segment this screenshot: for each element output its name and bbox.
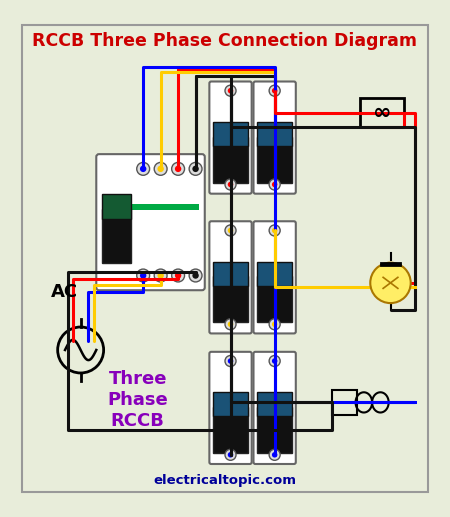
- FancyBboxPatch shape: [209, 82, 252, 194]
- Bar: [213, 407, 248, 453]
- Bar: [257, 133, 292, 139]
- Circle shape: [225, 85, 236, 96]
- Bar: [102, 209, 131, 263]
- FancyBboxPatch shape: [209, 352, 252, 464]
- Bar: [213, 392, 248, 416]
- Circle shape: [269, 449, 280, 460]
- Circle shape: [225, 318, 236, 330]
- Text: RCCB Three Phase Connection Diagram: RCCB Three Phase Connection Diagram: [32, 32, 418, 50]
- Circle shape: [225, 225, 236, 236]
- Circle shape: [269, 179, 280, 190]
- Circle shape: [192, 165, 199, 172]
- FancyBboxPatch shape: [253, 82, 296, 194]
- Bar: [102, 204, 199, 210]
- Circle shape: [272, 452, 277, 458]
- Bar: [257, 262, 292, 285]
- Circle shape: [137, 162, 149, 175]
- FancyBboxPatch shape: [253, 352, 296, 464]
- Circle shape: [269, 318, 280, 330]
- Circle shape: [269, 85, 280, 96]
- Bar: [213, 277, 248, 323]
- Circle shape: [154, 269, 167, 282]
- Circle shape: [228, 88, 233, 94]
- Circle shape: [225, 356, 236, 367]
- Bar: [213, 403, 248, 409]
- Circle shape: [228, 182, 233, 187]
- Circle shape: [175, 272, 181, 279]
- Bar: [213, 273, 248, 278]
- Circle shape: [154, 162, 167, 175]
- Bar: [257, 407, 292, 453]
- Text: Three
Phase
RCCB: Three Phase RCCB: [107, 370, 168, 430]
- Bar: [213, 122, 248, 146]
- Bar: [102, 194, 131, 219]
- Circle shape: [228, 358, 233, 364]
- FancyBboxPatch shape: [253, 221, 296, 333]
- Circle shape: [225, 449, 236, 460]
- Circle shape: [225, 179, 236, 190]
- Circle shape: [137, 269, 149, 282]
- Text: electricaltopic.com: electricaltopic.com: [153, 474, 297, 487]
- Circle shape: [272, 322, 277, 327]
- Circle shape: [158, 272, 164, 279]
- Circle shape: [171, 162, 184, 175]
- Bar: [213, 262, 248, 285]
- Circle shape: [269, 356, 280, 367]
- Circle shape: [228, 227, 233, 233]
- Circle shape: [140, 272, 146, 279]
- Circle shape: [370, 263, 411, 303]
- FancyBboxPatch shape: [96, 154, 205, 290]
- Circle shape: [272, 358, 277, 364]
- Bar: [213, 136, 248, 183]
- Circle shape: [228, 452, 233, 458]
- Circle shape: [272, 88, 277, 94]
- Circle shape: [58, 327, 104, 373]
- Circle shape: [140, 165, 146, 172]
- Circle shape: [175, 165, 181, 172]
- Circle shape: [158, 165, 164, 172]
- Circle shape: [171, 269, 184, 282]
- Bar: [257, 273, 292, 278]
- Bar: [257, 277, 292, 323]
- Circle shape: [272, 227, 277, 233]
- Text: AC: AC: [50, 283, 78, 301]
- Bar: [213, 133, 248, 139]
- Text: ∞: ∞: [373, 103, 392, 123]
- Circle shape: [189, 269, 202, 282]
- FancyBboxPatch shape: [209, 221, 252, 333]
- Bar: [257, 136, 292, 183]
- Bar: [332, 389, 357, 415]
- Bar: [257, 122, 292, 146]
- Bar: [257, 403, 292, 409]
- Circle shape: [228, 322, 233, 327]
- Circle shape: [189, 162, 202, 175]
- Bar: [360, 98, 404, 128]
- Circle shape: [192, 272, 199, 279]
- Circle shape: [269, 225, 280, 236]
- Circle shape: [272, 182, 277, 187]
- Bar: [257, 392, 292, 416]
